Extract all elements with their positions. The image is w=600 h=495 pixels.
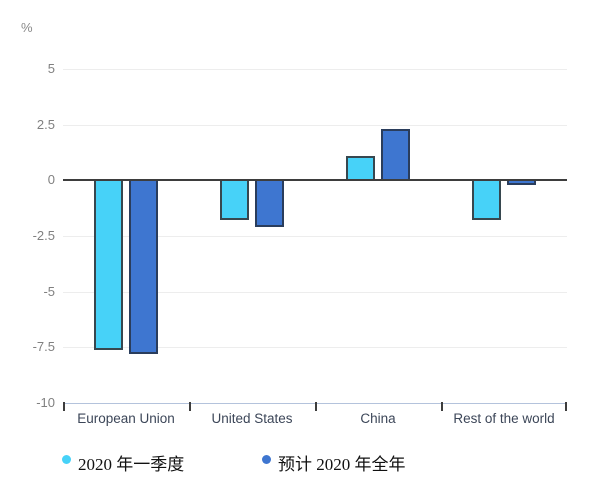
legend-label-q1-2020: 2020 年一季度 [78, 455, 185, 474]
y-tick-label--5: -5 [43, 283, 55, 299]
bar-series1-united-states [220, 179, 249, 221]
y-tick-label--2.5: -2.5 [32, 228, 55, 243]
gridline--7.5 [63, 347, 567, 349]
legend-label-forecast-full-year-2020: 预计 2020 年全年 [278, 455, 406, 474]
y-tick-label--7.5: -7.5 [32, 339, 55, 355]
y-tick-label--10: -10 [36, 395, 55, 410]
gridline--2.5 [63, 236, 567, 237]
zero-axis-line [63, 179, 567, 182]
category-label-united-states: United States [211, 411, 293, 426]
plot-area: European Union United States China Rest of … [63, 69, 567, 426]
y-tick-label-0: 0 [47, 172, 55, 188]
legend-item-q1-2020[interactable]: 2020 年一季度 [62, 450, 184, 475]
bar-series2-european-union [129, 179, 158, 354]
y-axis-unit-label: % [21, 20, 33, 35]
bar-series1-european-union [94, 179, 123, 350]
bar-series1-china [346, 155, 375, 182]
bar-series2-united-states [255, 179, 284, 228]
x-axis-tick [441, 402, 443, 411]
y-tick-label-5: 5 [47, 61, 55, 76]
category-label-rest-of-the-world: Rest of the world [453, 411, 555, 426]
x-axis-tick [63, 402, 65, 411]
chart-legend: 2020 年一季度 预计 2020 年全年 [0, 450, 600, 476]
legend-item-forecast-full-year-2020[interactable]: 预计 2020 年全年 [262, 450, 406, 475]
gridline-5 [63, 69, 567, 70]
legend-dot-forecast-full-year-2020 [262, 455, 271, 464]
x-axis-tick [315, 402, 317, 411]
legend-dot-q1-2020 [62, 455, 71, 464]
x-axis-tick [565, 402, 567, 411]
gridline--5 [63, 291, 567, 293]
bar-series2-china [381, 129, 410, 182]
gridline-2.5 [63, 124, 567, 126]
y-tick-label-2.5: 2.5 [36, 116, 55, 132]
x-axis-tick [189, 402, 191, 411]
category-label-china: China [360, 411, 396, 426]
category-label-european-union: European Union [77, 411, 175, 426]
bar-series1-rest-of-the-world [472, 179, 501, 221]
